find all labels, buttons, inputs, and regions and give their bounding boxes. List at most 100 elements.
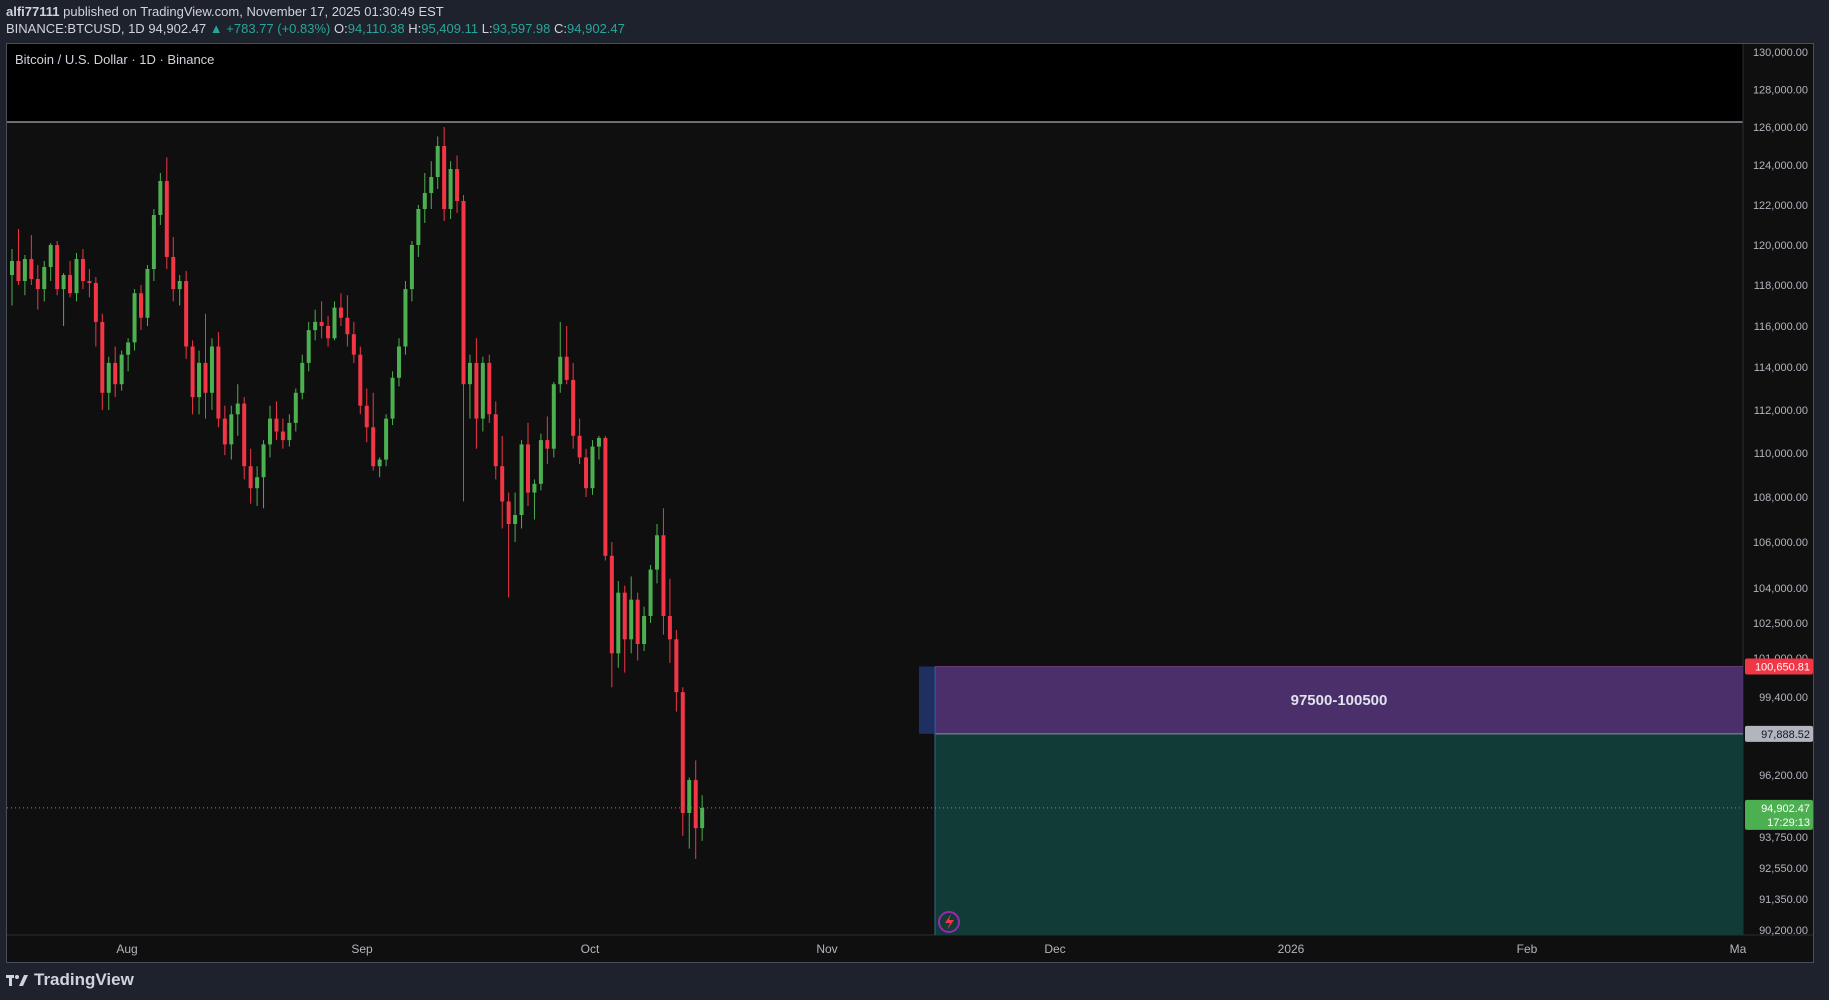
candle: [448, 161, 453, 219]
high-value: 95,409.11: [421, 21, 479, 36]
author-name[interactable]: alfi77111: [6, 4, 60, 19]
price-label: 104,000.00: [1753, 583, 1808, 595]
price-label: 116,000.00: [1754, 321, 1808, 333]
candle: [577, 418, 582, 464]
price-label: 124,000.00: [1753, 160, 1808, 172]
candle: [268, 405, 272, 458]
candle: [300, 354, 305, 400]
price-badge: 94,902.47 17:29:13: [1745, 799, 1813, 830]
price-badge: 100,650.81: [1745, 658, 1813, 675]
candle: [345, 295, 350, 347]
lightning-icon[interactable]: [938, 911, 960, 933]
candle: [416, 205, 421, 257]
candle: [313, 309, 318, 341]
candle: [74, 253, 79, 302]
candle: [203, 313, 208, 419]
candle: [635, 592, 640, 661]
price-label: 90,200.00: [1759, 925, 1808, 937]
time-label: Sep: [351, 942, 373, 956]
price-label: 110,000.00: [1754, 448, 1808, 460]
ohlc-bar: BINANCE:BTCUSD, 1D 94,902.47 ▲ +783.77 (…: [6, 21, 625, 36]
candle: [442, 127, 447, 221]
candle: [584, 448, 589, 497]
candle: [364, 388, 369, 443]
candle: [487, 354, 492, 423]
candle: [532, 479, 537, 520]
low-value: 93,597.98: [492, 21, 551, 36]
chart-top-band: [7, 44, 1743, 122]
price-label: 102,500.00: [1753, 618, 1808, 630]
price-label: 91,350.00: [1759, 894, 1808, 906]
price-label: 106,000.00: [1753, 537, 1808, 549]
price-badges: 100,650.81 97,888.52 94,902.47 17:29:13: [1745, 658, 1813, 830]
candle: [693, 760, 698, 859]
time-label: 2026: [1278, 942, 1305, 956]
candle: [35, 265, 40, 310]
time-label: Ma: [1730, 942, 1747, 956]
price-label: 114,000.00: [1754, 362, 1808, 374]
candle: [222, 405, 227, 456]
candle: [106, 356, 111, 410]
candle: [648, 565, 653, 623]
candle: [500, 435, 505, 529]
candle: [590, 440, 595, 495]
price-zone[interactable]: 97500-100500: [7, 666, 1743, 935]
candle: [274, 401, 279, 441]
price-label: 122,000.00: [1753, 200, 1808, 212]
price-axis[interactable]: [1744, 44, 1813, 935]
candle: [332, 301, 337, 341]
candle: [171, 237, 176, 302]
price-label: 96,200.00: [1759, 770, 1808, 782]
time-label: Dec: [1044, 942, 1065, 956]
price-label: 118,000.00: [1754, 280, 1808, 292]
candle: [558, 321, 563, 393]
candle: [145, 265, 150, 326]
candle: [29, 235, 34, 285]
zone-entry-marker: [919, 666, 935, 734]
tradingview-logo[interactable]: TradingView: [6, 970, 134, 990]
candle: [126, 338, 131, 372]
candle: [455, 155, 460, 213]
price-label: 108,000.00: [1753, 492, 1808, 504]
candle: [409, 241, 414, 302]
candle: [603, 435, 608, 561]
candle: [209, 338, 214, 410]
price-label: 128,000.00: [1753, 85, 1808, 97]
zone-label: 97500-100500: [1291, 692, 1388, 709]
candle: [513, 492, 518, 542]
candle: [506, 492, 511, 598]
price-scale-labels: 130,000.00 128,000.00 126,000.00 124,000.00…: [1753, 47, 1808, 937]
candle: [319, 301, 324, 339]
candle: [68, 261, 73, 298]
candle: [184, 271, 189, 359]
open-label: O:: [333, 21, 348, 36]
candle: [80, 249, 85, 290]
price-badge-value: 97,888.52: [1761, 729, 1810, 741]
candle: [177, 275, 182, 306]
target-zone-upper[interactable]: [935, 666, 1743, 734]
candle: [493, 401, 498, 480]
candle: [422, 173, 427, 223]
candle: [564, 326, 569, 385]
candle: [397, 338, 401, 387]
price-label: 112,000.00: [1754, 405, 1808, 417]
time-label: Aug: [116, 942, 137, 956]
candle: [526, 422, 530, 506]
candle: [151, 209, 156, 281]
candle: [197, 350, 202, 415]
candle: [390, 371, 395, 426]
publish-text: published on TradingView.com, November 1…: [63, 4, 444, 19]
target-zone-lower[interactable]: [935, 733, 1743, 935]
candle: [248, 448, 253, 504]
candle: [403, 281, 408, 355]
candle: [164, 157, 169, 269]
candle: [622, 585, 627, 673]
candle: [551, 382, 556, 458]
candle: [93, 277, 98, 347]
candle: [596, 435, 601, 460]
candle: [61, 273, 66, 326]
candle: [655, 524, 659, 584]
candle: [229, 405, 234, 460]
candle: [87, 269, 92, 298]
